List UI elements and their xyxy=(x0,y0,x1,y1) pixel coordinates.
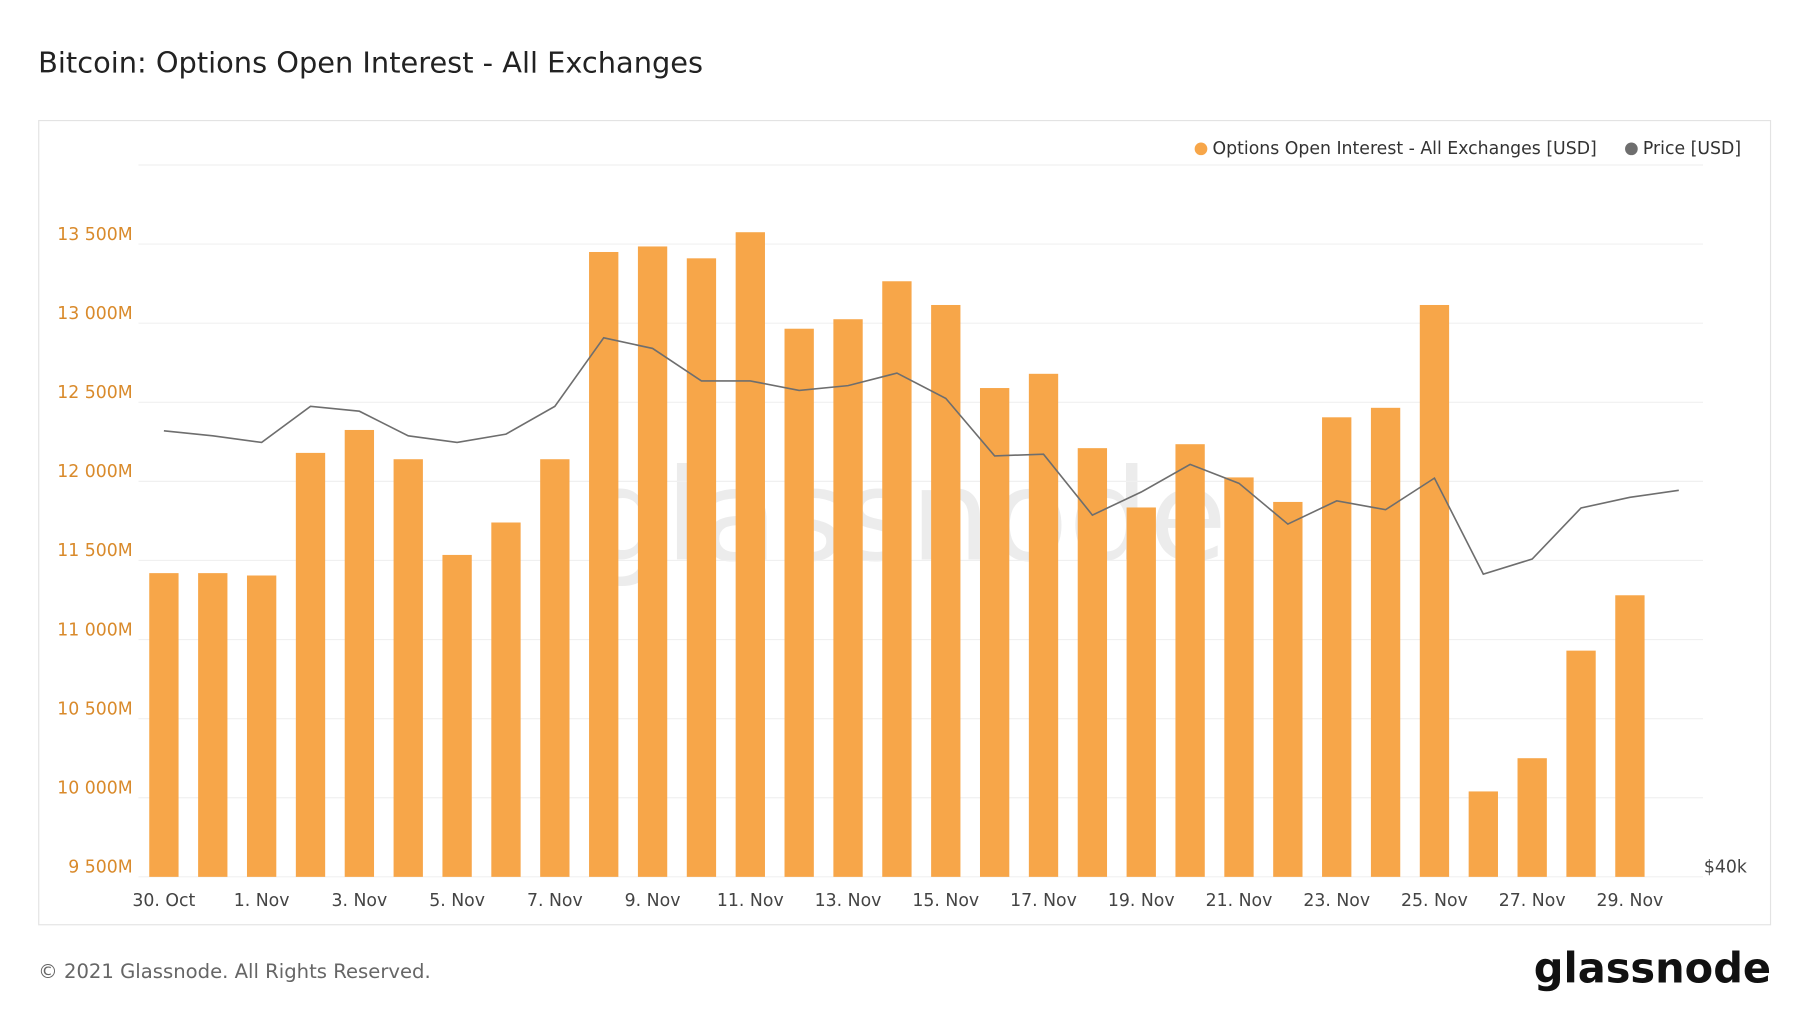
legend-label: Options Open Interest - All Exchanges [U… xyxy=(1213,139,1597,159)
bar xyxy=(1468,791,1498,877)
x-tick-label: 23. Nov xyxy=(1303,891,1370,911)
x-tick-label: 1. Nov xyxy=(234,891,290,911)
bar xyxy=(149,573,179,877)
y-tick-label: 11 500M xyxy=(57,541,132,561)
bar xyxy=(637,246,668,877)
bar xyxy=(735,232,765,877)
x-tick-label: 25. Nov xyxy=(1401,891,1468,911)
bar xyxy=(1175,444,1205,877)
bar xyxy=(198,573,228,877)
x-tick-label: 17. Nov xyxy=(1010,891,1077,911)
logo: glassnode xyxy=(1534,943,1771,992)
bar xyxy=(491,522,521,877)
x-tick-label: 11. Nov xyxy=(717,891,784,911)
bar xyxy=(589,251,619,877)
x-tick-label: 9. Nov xyxy=(625,891,681,911)
y-tick-label: 13 500M xyxy=(57,225,132,245)
legend-marker xyxy=(1625,142,1638,156)
bar xyxy=(393,459,423,877)
bar xyxy=(1126,507,1156,877)
x-tick-label: 15. Nov xyxy=(912,891,979,911)
bar xyxy=(686,258,717,877)
x-tick-label: 19. Nov xyxy=(1108,891,1175,911)
bar xyxy=(833,319,863,877)
y-tick-label: 11 000M xyxy=(57,620,132,640)
bar xyxy=(540,459,570,877)
x-tick-label: 27. Nov xyxy=(1499,891,1566,911)
bar xyxy=(1322,417,1352,877)
y-tick-label: 12 500M xyxy=(57,383,132,403)
bar xyxy=(1273,501,1303,877)
bar xyxy=(1419,304,1450,877)
y-tick-label: 10 500M xyxy=(57,699,132,719)
x-tick-label: 13. Nov xyxy=(815,891,882,911)
footer: © 2021 Glassnode. All Rights Reserved. xyxy=(38,960,431,983)
price-line xyxy=(163,336,1679,576)
bar xyxy=(979,388,1010,877)
bar xyxy=(442,554,472,877)
bar xyxy=(784,328,814,877)
bar xyxy=(882,281,912,877)
legend-marker xyxy=(1194,142,1208,156)
y2-tick-label: $40k xyxy=(1704,858,1747,878)
bar xyxy=(1615,595,1645,877)
bar xyxy=(1517,758,1547,877)
y-tick-label: 13 000M xyxy=(57,304,132,324)
bar xyxy=(1370,407,1401,877)
bar xyxy=(246,575,277,877)
y-tick-label: 10 000M xyxy=(57,779,132,799)
x-tick-label: 3. Nov xyxy=(331,891,387,911)
chart-frame xyxy=(38,119,1772,926)
bar xyxy=(1028,373,1059,877)
chart-title: Bitcoin: Options Open Interest - All Exc… xyxy=(38,46,703,80)
legend-label: Price [USD] xyxy=(1643,139,1741,159)
x-tick-label: 7. Nov xyxy=(527,891,583,911)
bar xyxy=(931,304,961,877)
y-tick-label: 12 000M xyxy=(57,462,132,482)
bar xyxy=(1077,448,1108,877)
bar xyxy=(295,452,326,877)
bar xyxy=(1224,477,1254,877)
x-tick-label: 5. Nov xyxy=(429,891,485,911)
x-tick-label: 29. Nov xyxy=(1597,891,1664,911)
y-tick-label: 9 500M xyxy=(68,858,132,878)
x-tick-label: 30. Oct xyxy=(132,891,195,911)
x-tick-label: 21. Nov xyxy=(1206,891,1273,911)
bar xyxy=(1566,650,1596,877)
bar xyxy=(344,429,375,877)
